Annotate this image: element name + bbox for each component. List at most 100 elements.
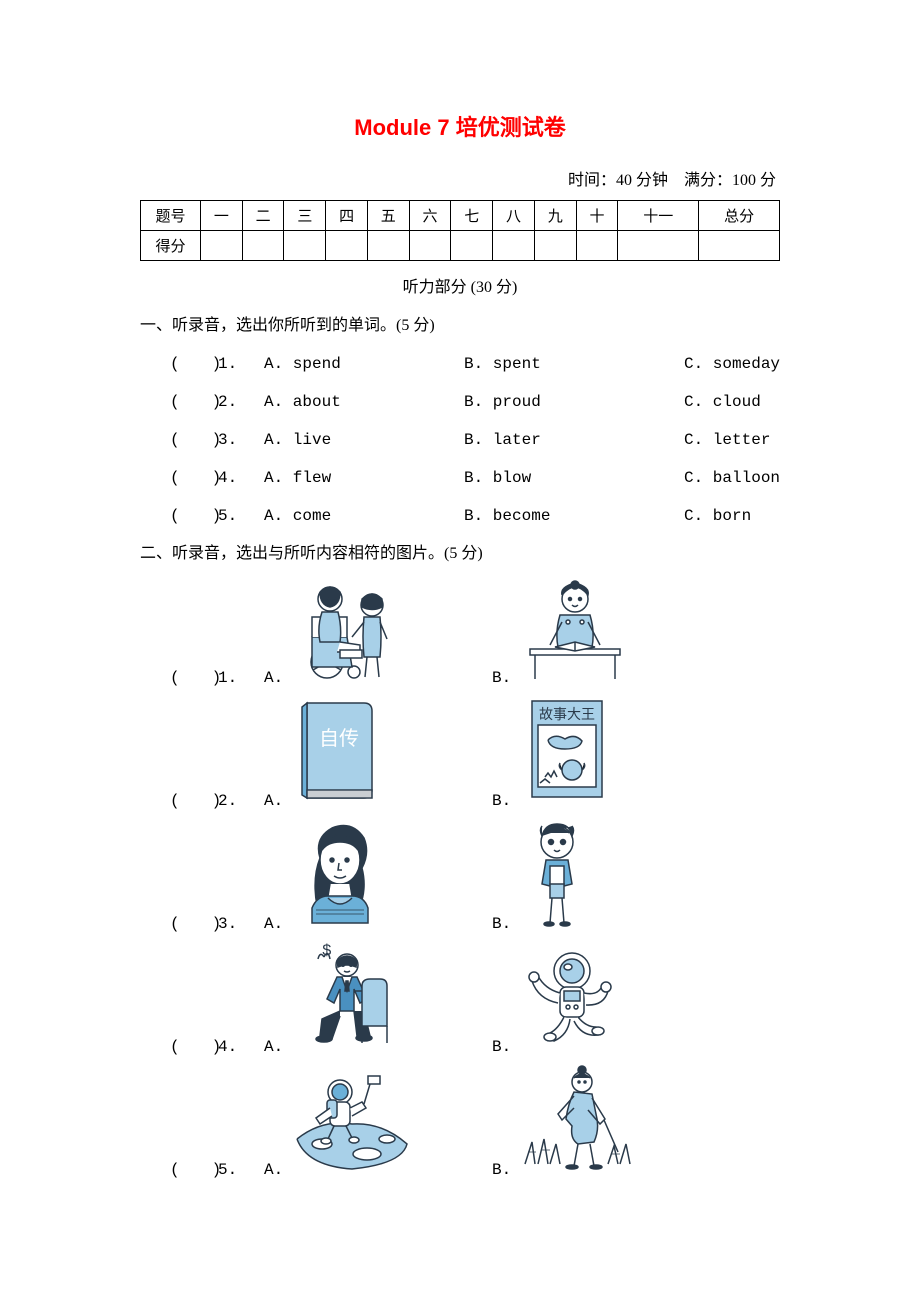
score-table: 题号 一 二 三 四 五 六 七 八 九 十 十一 总分 得分 [140, 200, 780, 261]
option-a: A. live [264, 431, 464, 449]
picture-question-row: ( )5.A. B. [140, 1064, 780, 1179]
answer-blank[interactable]: ( ) [140, 1032, 218, 1056]
score-header-row: 题号 一 二 三 四 五 六 七 八 九 十 十一 总分 [141, 201, 780, 231]
option-image-a [292, 1064, 412, 1174]
option-label-a: A. [264, 1161, 292, 1179]
answer-blank[interactable]: ( ) [140, 425, 218, 449]
q-num: 5. [218, 507, 264, 525]
col-total: 总分 [699, 201, 780, 231]
q-num: 4. [218, 469, 264, 487]
q-num: 3. [218, 915, 264, 933]
page-title: Module 7 培优测试卷 [140, 110, 780, 142]
answer-blank[interactable]: ( ) [140, 1155, 218, 1179]
col-10: 十 [576, 201, 618, 231]
score-cell[interactable] [699, 231, 780, 261]
section1-title: 一、听录音，选出你所听到的单词。(5 分) [140, 311, 780, 335]
svg-text:故事大王: 故事大王 [539, 707, 595, 723]
col-6: 六 [409, 201, 451, 231]
option-a: A. about [264, 393, 464, 411]
col-4: 四 [326, 201, 368, 231]
meta-line: 时间：40 分钟 满分：100 分 [140, 166, 780, 190]
listening-header: 听力部分 (30 分) [140, 273, 780, 297]
question-row: ( )1.A. spendB. spentC. someday [140, 349, 780, 373]
q-num: 4. [218, 1038, 264, 1056]
section2-title: 二、听录音，选出与所听内容相符的图片。(5 分) [140, 539, 780, 563]
col-11: 十一 [618, 201, 699, 231]
score-cell[interactable] [576, 231, 618, 261]
answer-blank[interactable]: ( ) [140, 387, 218, 411]
answer-blank[interactable]: ( ) [140, 786, 218, 810]
q-num: 2. [218, 393, 264, 411]
option-label-b: B. [492, 792, 520, 810]
answer-blank[interactable]: ( ) [140, 663, 218, 687]
option-label-b: B. [492, 915, 520, 933]
option-a: A. spend [264, 355, 464, 373]
score-cell[interactable] [451, 231, 493, 261]
question-row: ( )2.A. aboutB. proudC. cloud [140, 387, 780, 411]
col-8: 八 [493, 201, 535, 231]
col-1: 一 [201, 201, 243, 231]
answer-blank[interactable]: ( ) [140, 463, 218, 487]
option-image-b [520, 1064, 635, 1174]
score-cell[interactable] [618, 231, 699, 261]
option-image-b [520, 941, 620, 1051]
col-9: 九 [534, 201, 576, 231]
score-value-row: 得分 [141, 231, 780, 261]
score-cell[interactable] [284, 231, 326, 261]
option-c: C. balloon [684, 469, 780, 487]
answer-blank[interactable]: ( ) [140, 501, 218, 525]
option-label-a: A. [264, 1038, 292, 1056]
score-cell[interactable] [534, 231, 576, 261]
option-c: C. someday [684, 355, 780, 373]
option-a: A. flew [264, 469, 464, 487]
score-cell[interactable] [326, 231, 368, 261]
picture-question-row: ( )1.A. B. [140, 577, 780, 687]
option-label-b: B. [492, 669, 520, 687]
q-num: 1. [218, 355, 264, 373]
option-image-a: $ [292, 941, 402, 1051]
picture-question-row: ( )3.A. B. [140, 818, 780, 933]
option-b: B. later [464, 431, 684, 449]
option-image-b: 故事大王 [520, 695, 615, 805]
col-3: 三 [284, 201, 326, 231]
score-cell[interactable] [242, 231, 284, 261]
option-label-a: A. [264, 915, 292, 933]
question-row: ( )5.A. comeB. becomeC. born [140, 501, 780, 525]
option-image-a [292, 577, 402, 682]
score-header-label: 题号 [141, 201, 201, 231]
score-cell[interactable] [367, 231, 409, 261]
option-a: A. come [264, 507, 464, 525]
col-2: 二 [242, 201, 284, 231]
q-num: 3. [218, 431, 264, 449]
option-label-b: B. [492, 1038, 520, 1056]
question-row: ( )4.A. flewB. blowC. balloon [140, 463, 780, 487]
option-label-a: A. [264, 669, 292, 687]
option-b: B. spent [464, 355, 684, 373]
option-label-a: A. [264, 792, 292, 810]
option-b: B. blow [464, 469, 684, 487]
option-c: C. letter [684, 431, 770, 449]
option-image-a [292, 818, 387, 928]
option-image-b [520, 818, 595, 928]
col-5: 五 [367, 201, 409, 231]
option-image-a: 自传 [292, 695, 387, 805]
option-b: B. proud [464, 393, 684, 411]
score-cell[interactable] [409, 231, 451, 261]
picture-question-row: ( )2.A. 自传 B. 故事大王 [140, 695, 780, 810]
option-label-b: B. [492, 1161, 520, 1179]
option-b: B. become [464, 507, 684, 525]
score-value-label: 得分 [141, 231, 201, 261]
picture-question-row: ( )4.A. $ B. [140, 941, 780, 1056]
col-7: 七 [451, 201, 493, 231]
answer-blank[interactable]: ( ) [140, 349, 218, 373]
score-cell[interactable] [493, 231, 535, 261]
q-num: 2. [218, 792, 264, 810]
svg-text:自传: 自传 [319, 727, 359, 750]
score-cell[interactable] [201, 231, 243, 261]
option-c: C. born [684, 507, 751, 525]
question-row: ( )3.A. liveB. laterC. letter [140, 425, 780, 449]
answer-blank[interactable]: ( ) [140, 909, 218, 933]
q-num: 5. [218, 1161, 264, 1179]
q-num: 1. [218, 669, 264, 687]
option-c: C. cloud [684, 393, 761, 411]
